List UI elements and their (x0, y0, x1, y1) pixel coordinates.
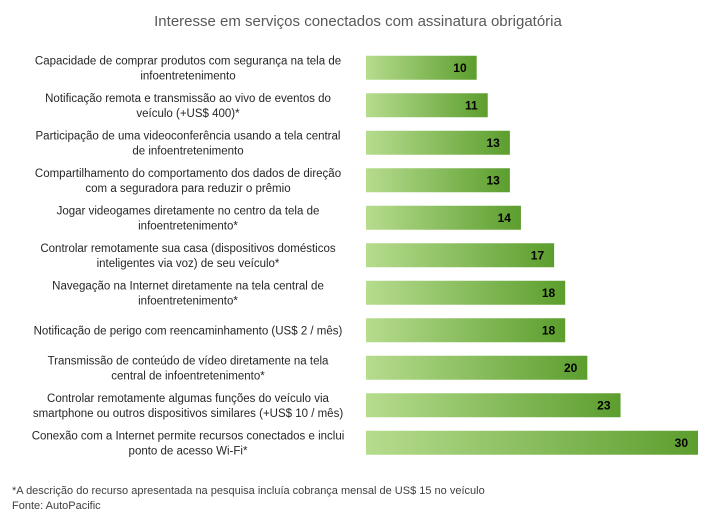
bar-3 (366, 130, 510, 155)
category-label-8: Notificação de perigo com reencaminhamen… (34, 325, 343, 337)
footnote-source: Fonte: AutoPacific (12, 500, 101, 512)
bar-11 (366, 430, 698, 455)
data-label-1: 10 (453, 61, 467, 75)
bar-5 (366, 205, 521, 230)
data-label-7: 18 (542, 286, 556, 300)
category-label-9: Transmissão de conteúdo de vídeo diretam… (48, 355, 329, 382)
category-label-7: Navegação na Internet diretamente na tel… (52, 280, 324, 307)
data-label-6: 17 (531, 248, 545, 262)
category-label-2: Notificação remota e transmissão ao vivo… (45, 93, 331, 120)
data-label-11: 30 (675, 436, 689, 450)
category-label-5: Jogar videogames diretamente no centro d… (57, 205, 320, 232)
category-label-11: Conexão com a Internet permite recursos … (32, 430, 345, 457)
bar-6 (366, 243, 555, 268)
data-label-4: 13 (487, 173, 501, 187)
bar-1 (366, 55, 477, 80)
category-label-10: Controlar remotamente algumas funções do… (33, 393, 343, 420)
data-label-5: 14 (498, 211, 512, 225)
bar-4 (366, 168, 510, 193)
data-label-2: 11 (465, 98, 478, 112)
bar-group: 10 Capacidade de comprar produtos com seg… (32, 55, 698, 457)
data-label-8: 18 (542, 323, 556, 337)
chart-title: Interesse em serviços conectados com ass… (154, 13, 562, 30)
bar-9 (366, 355, 588, 380)
data-label-9: 20 (564, 361, 578, 375)
bar-10 (366, 393, 621, 418)
bar-2 (366, 93, 488, 118)
category-label-6: Controlar remotamente sua casa (disposit… (40, 243, 336, 270)
bar-8 (366, 318, 566, 343)
bar-7 (366, 280, 566, 305)
data-label-3: 13 (487, 136, 501, 150)
category-label-1: Capacidade de comprar produtos com segur… (35, 55, 341, 82)
data-label-10: 23 (597, 398, 611, 412)
category-label-3: Participação de uma videoconferência usa… (36, 130, 341, 157)
footnote-note: *A descrição do recurso apresentada na p… (12, 485, 485, 497)
category-label-4: Compartilhamento do comportamento dos da… (35, 168, 341, 195)
